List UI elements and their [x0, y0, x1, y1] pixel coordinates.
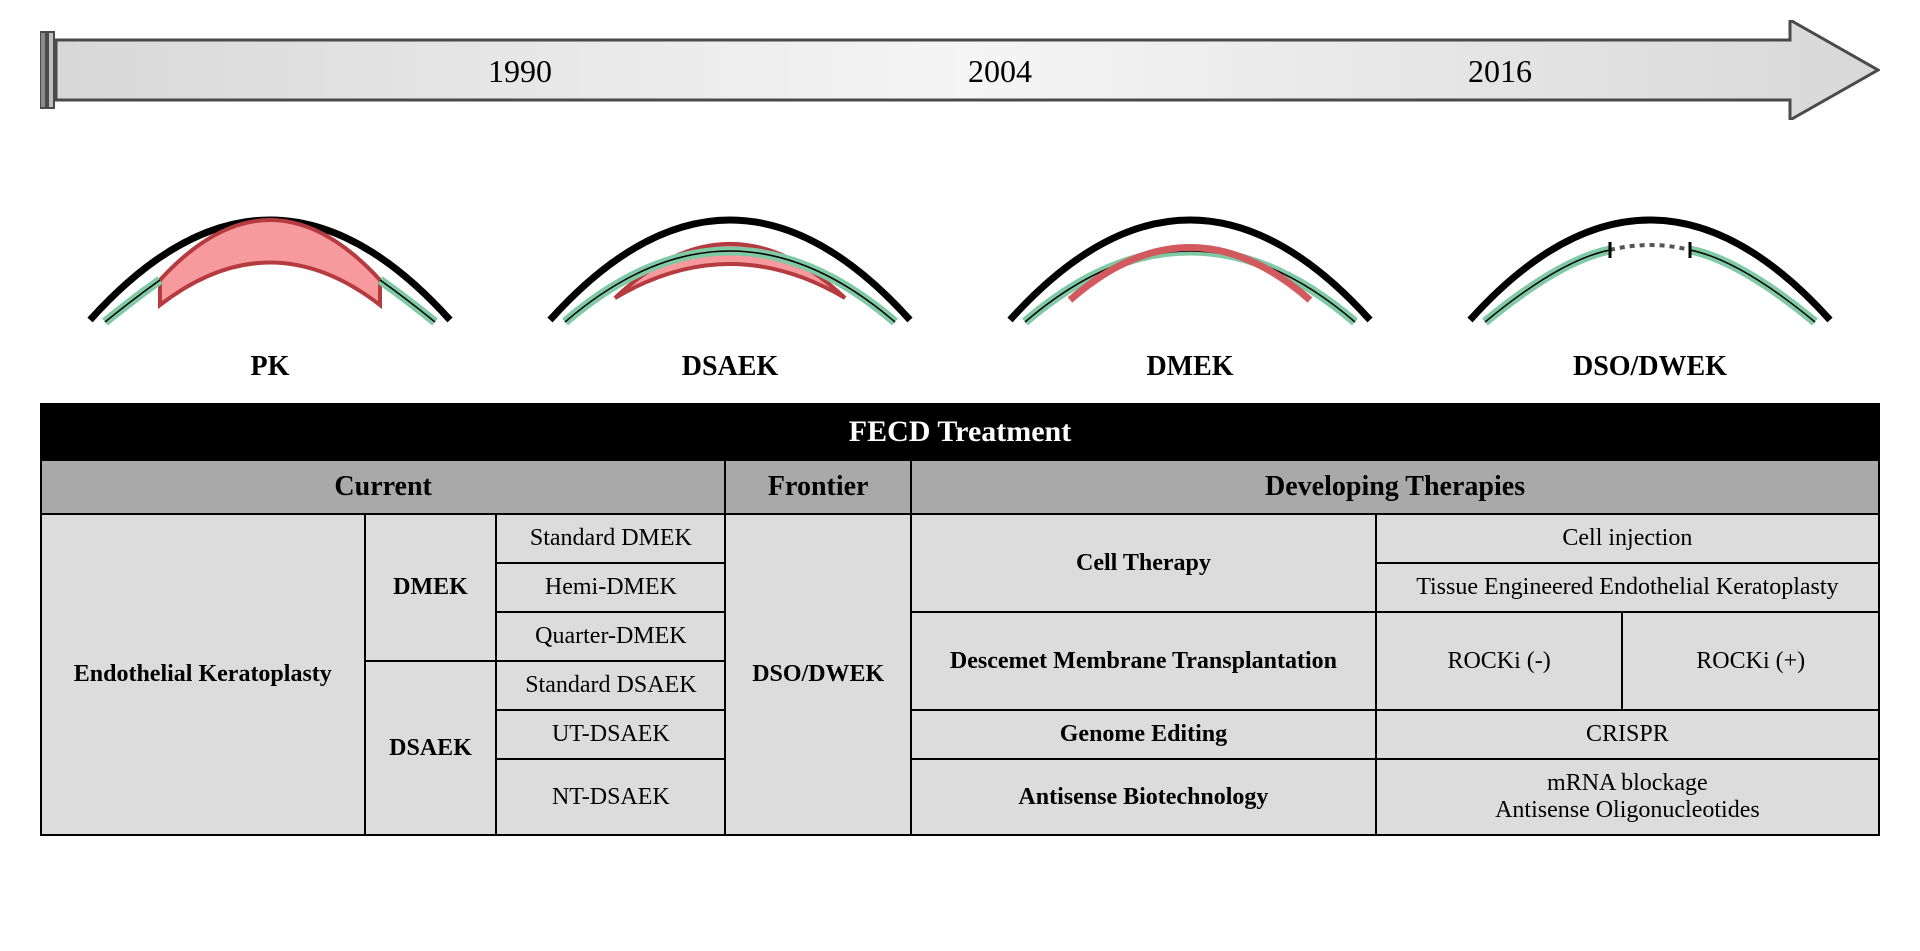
dsaek-label: DSAEK	[500, 351, 960, 383]
diagram-pk: PK	[40, 150, 500, 383]
dso-outer-cornea	[1470, 220, 1830, 320]
cell-dmek: DMEK	[365, 514, 497, 661]
dmek-label: DMEK	[960, 351, 1420, 383]
cell-rocki-pos: ROCKi (+)	[1622, 612, 1879, 710]
dmek-svg	[980, 150, 1400, 340]
cell-hemi-dmek: Hemi-DMEK	[496, 563, 725, 612]
cell-dmt: Descemet Membrane Transplantation	[911, 612, 1376, 710]
diagram-dmek: DMEK	[960, 150, 1420, 383]
cell-rocki-neg: ROCKi (-)	[1376, 612, 1623, 710]
dsaek-outer-cornea	[550, 220, 910, 320]
timeline-arrow-container: 1990 2004 2016	[40, 20, 1880, 120]
cell-std-dsaek: Standard DSAEK	[496, 661, 725, 710]
cell-nt-dsaek: NT-DSAEK	[496, 759, 725, 835]
pk-svg	[60, 150, 480, 340]
pk-endo-left-outline	[105, 280, 160, 322]
diagram-dsaek: DSAEK	[500, 150, 960, 383]
dso-stripped-zone	[1610, 245, 1690, 250]
cell-genome-editing: Genome Editing	[911, 710, 1376, 759]
year-2004: 2004	[968, 53, 1032, 89]
hdr-developing: Developing Therapies	[911, 460, 1879, 514]
pk-endo-right-outline	[380, 280, 435, 322]
table-title: FECD Treatment	[41, 404, 1879, 460]
cell-cell-injection: Cell injection	[1376, 514, 1879, 563]
diagram-dso: DSO/DWEK	[1420, 150, 1880, 383]
pk-graft	[160, 220, 380, 305]
year-1990: 1990	[488, 53, 552, 89]
cell-mrna: mRNA blockage Antisense Oligonucleotides	[1376, 759, 1879, 835]
cell-crispr: CRISPR	[1376, 710, 1879, 759]
pk-label: PK	[40, 351, 500, 383]
arrow-stub-1	[40, 32, 46, 108]
cell-ek: Endothelial Keratoplasty	[41, 514, 365, 835]
cell-ut-dsaek: UT-DSAEK	[496, 710, 725, 759]
dsaek-svg	[520, 150, 940, 340]
hdr-frontier: Frontier	[725, 460, 911, 514]
cell-antisense: Antisense Biotechnology	[911, 759, 1376, 835]
arrow-body	[56, 20, 1878, 120]
cell-quarter-dmek: Quarter-DMEK	[496, 612, 725, 661]
dmek-outer-cornea	[1010, 220, 1370, 320]
cell-dsaek: DSAEK	[365, 661, 497, 835]
fecd-treatment-table: FECD Treatment Current Frontier Developi…	[40, 403, 1880, 836]
timeline-arrow: 1990 2004 2016	[40, 20, 1880, 120]
cell-cell-therapy: Cell Therapy	[911, 514, 1376, 612]
year-2016: 2016	[1468, 53, 1532, 89]
arrow-stub-2	[48, 32, 54, 108]
cell-std-dmek: Standard DMEK	[496, 514, 725, 563]
cell-dso-dwek: DSO/DWEK	[725, 514, 911, 835]
cornea-diagrams-row: PK DSAEK DMEK	[40, 150, 1880, 383]
hdr-current: Current	[41, 460, 725, 514]
dso-svg	[1440, 150, 1860, 340]
cell-teek: Tissue Engineered Endothelial Keratoplas…	[1376, 563, 1879, 612]
dso-label: DSO/DWEK	[1420, 351, 1880, 383]
